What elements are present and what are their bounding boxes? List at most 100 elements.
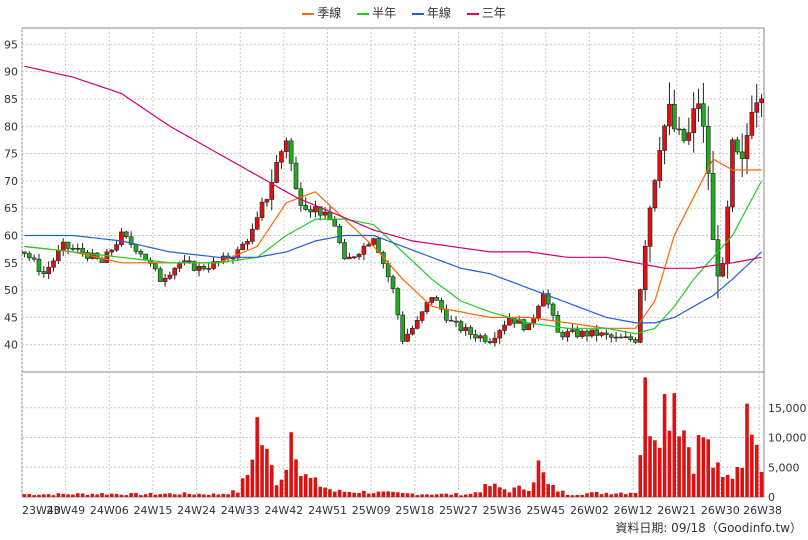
candle-body: [279, 151, 284, 163]
price-tick-label: 80: [4, 120, 18, 133]
volume-bar: [333, 491, 337, 497]
candle-body: [366, 244, 372, 247]
candle-body: [123, 231, 129, 238]
volume-bar: [56, 493, 61, 497]
candle-body: [41, 271, 47, 275]
volume-bar: [720, 476, 725, 497]
time-tick-label: 26W38: [743, 504, 782, 517]
volume-bar: [143, 494, 148, 497]
candle-body: [46, 266, 51, 275]
volume-bar: [32, 495, 36, 497]
volume-bar: [294, 459, 298, 497]
volume-bar: [590, 492, 594, 497]
volume-bar: [27, 494, 32, 497]
candle-body: [51, 260, 56, 268]
volume-bar: [609, 494, 614, 497]
volume-bar: [740, 467, 744, 497]
volume-bar: [61, 493, 66, 497]
halfyear-ma-line: [24, 180, 763, 335]
volume-bar: [279, 479, 284, 497]
candle-body: [143, 253, 148, 261]
volume-bar: [303, 474, 308, 497]
volume-bar: [638, 455, 643, 497]
volume-bar: [22, 494, 27, 497]
volume-tick-label: 5,000: [768, 461, 800, 474]
candle-body: [201, 265, 207, 270]
volume-bar: [599, 494, 604, 497]
volume-bar: [202, 494, 206, 497]
time-tick-label: 24W06: [90, 504, 129, 517]
candle-body: [502, 324, 507, 331]
candle-body: [70, 247, 76, 250]
volume-bar: [677, 436, 681, 497]
volume-bar: [255, 417, 260, 497]
candle-body: [608, 334, 614, 338]
candle-body: [715, 239, 721, 277]
volume-bar: [750, 434, 754, 497]
volume-bar: [507, 492, 512, 497]
candle-body: [128, 236, 134, 245]
time-tick-label: 26W02: [570, 504, 609, 517]
price-tick-label: 60: [4, 229, 18, 242]
candle-body: [109, 249, 115, 253]
volume-bar: [420, 494, 424, 497]
candle-body: [114, 244, 119, 251]
candle-body: [264, 199, 270, 203]
candle-body: [444, 308, 449, 321]
volume-bar: [134, 492, 138, 497]
candle-body: [584, 330, 590, 337]
volume-bar: [289, 432, 293, 497]
candle-body: [710, 173, 716, 240]
volume-bar: [337, 489, 342, 497]
volume-bar: [405, 493, 410, 497]
volume-bar: [672, 393, 677, 497]
price-tick-label: 40: [4, 339, 18, 352]
candle-body: [618, 336, 624, 339]
candle-body: [482, 335, 488, 342]
volume-bar: [216, 494, 221, 497]
candle-body: [138, 251, 144, 255]
candle-body: [439, 300, 444, 310]
volume-bar: [614, 493, 618, 497]
candle-body: [647, 207, 653, 247]
candle-body: [133, 244, 139, 252]
volume-bar: [425, 494, 429, 497]
time-tick-label: 26W12: [614, 504, 653, 517]
candle-body: [284, 140, 289, 152]
volume-bar: [80, 493, 85, 497]
volume-bar: [536, 460, 541, 497]
volume-bar: [342, 491, 347, 497]
candle-body: [541, 293, 546, 307]
candle-body: [308, 209, 313, 213]
candle-body: [487, 341, 493, 344]
candle-body: [574, 329, 580, 337]
candle-body: [623, 336, 629, 339]
volume-bar: [37, 494, 41, 497]
candle-body: [303, 205, 309, 210]
legend-label-threeyear: 三年: [481, 6, 506, 20]
time-tick-label: 26W30: [701, 504, 740, 517]
volume-bar: [701, 437, 706, 497]
volume-bar: [410, 493, 415, 497]
candle-body: [453, 320, 459, 323]
candle-body: [744, 135, 750, 159]
legend-item-quarter-ma: 季線: [302, 4, 341, 21]
volume-bar: [265, 448, 269, 497]
volume-bar: [478, 492, 483, 497]
volume-bar: [657, 447, 662, 497]
price-tick-label: 50: [4, 284, 18, 297]
volume-bar: [483, 484, 487, 497]
volume-bar: [308, 477, 313, 497]
candle-body: [638, 289, 643, 343]
volume-tick-label: 15,000: [768, 402, 807, 415]
volume-bar: [400, 492, 405, 497]
volume-bar: [667, 430, 672, 497]
volume-bar: [366, 493, 371, 497]
candle-body: [565, 331, 570, 338]
time-tick-label: 24W42: [264, 504, 303, 517]
candle-body: [371, 238, 376, 245]
volume-bar: [754, 444, 759, 497]
volume-bar: [269, 465, 274, 497]
volume-bar: [488, 486, 492, 497]
